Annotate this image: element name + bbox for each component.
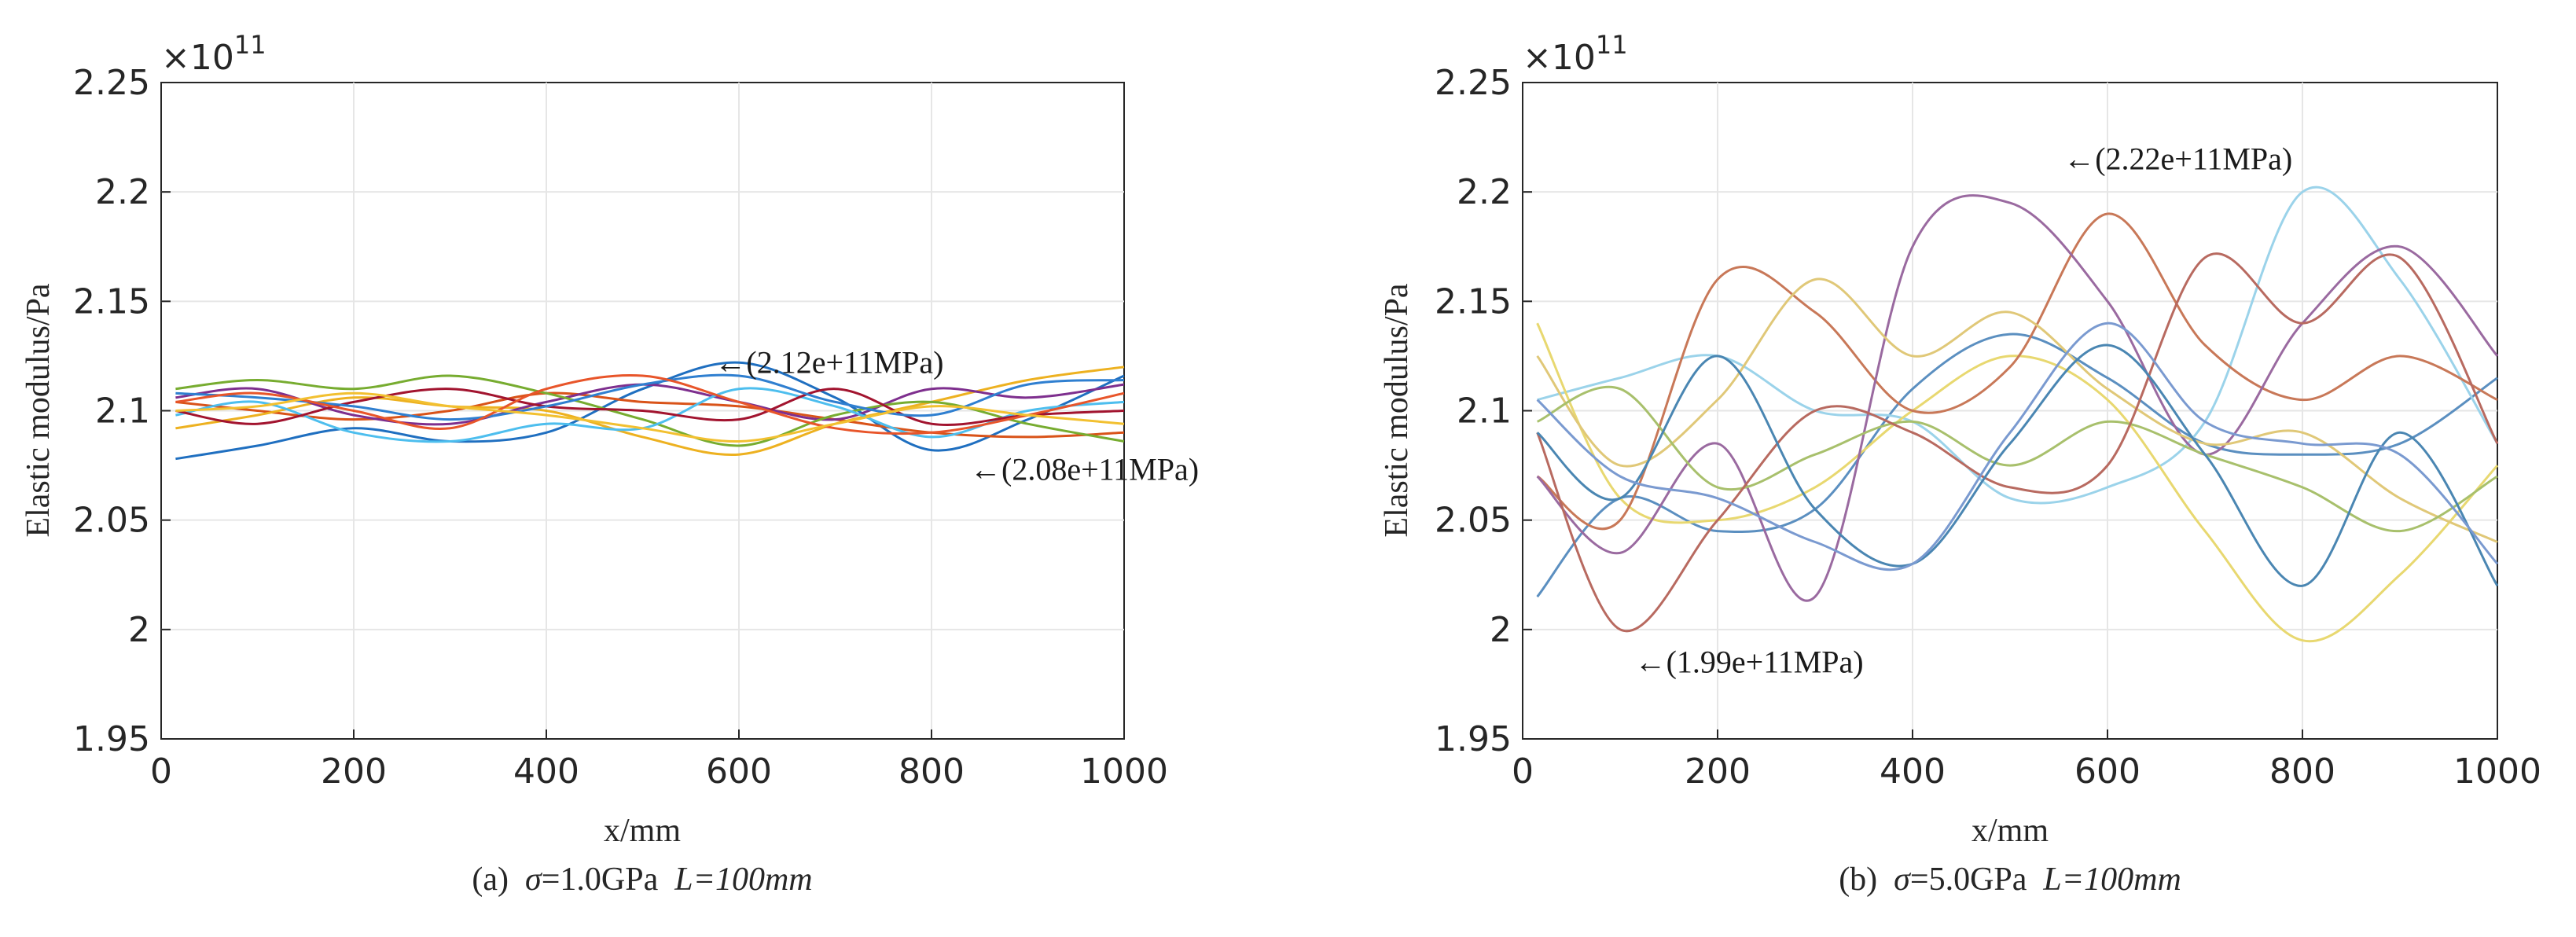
series-line-3: [175, 366, 1125, 457]
chart-a-y-axis-label: Elastic modulus/Pa: [20, 283, 57, 538]
y-tick-label: 2.1: [95, 391, 150, 432]
chart-b-series: [1536, 186, 2499, 643]
annotation-label: ←(2.22e+11MPa): [2063, 141, 2292, 176]
y-tick-label: 1.95: [1435, 719, 1512, 759]
series-line-7: [1536, 385, 2498, 533]
chart-b-annotations: ←(2.22e+11MPa) ←(1.99e+11MPa): [1635, 141, 2293, 679]
annotation-label: ←(2.12e+11MPa): [715, 344, 943, 380]
y-tick-label: 2.15: [1435, 281, 1512, 322]
chart-a-exponent: ×1011: [161, 30, 266, 78]
chart-a-annotations: ←(2.12e+11MPa) ←(2.08e+11MPa): [715, 344, 1199, 487]
y-tick-label: 2: [128, 610, 150, 650]
x-tick-label: 0: [150, 751, 172, 792]
chart-b: 1.95 2 2.05 2.1 2.15 2.2 2.25 0 200 400 600 800 100…: [1379, 30, 2541, 898]
series-line-10: [1536, 322, 2499, 571]
y-tick-label: 2.15: [73, 281, 150, 322]
chart-a-series: [175, 361, 1125, 461]
x-tick-label: 0: [1512, 751, 1534, 792]
x-tick-label: 800: [2269, 751, 2335, 792]
y-tick-label: 2.2: [1457, 172, 1512, 212]
chart-b-y-ticks: 1.95 2 2.05 2.1 2.15 2.2 2.25: [1435, 63, 1532, 759]
chart-a-caption: (a) σ=1.0GPa L=100mm: [472, 862, 812, 898]
chart-b-y-axis-label: Elastic modulus/Pa: [1379, 283, 1415, 538]
series-line-6: [1536, 277, 2498, 543]
chart-a: 1.95 2 2.05 2.1 2.15 2.2 2.25 0 200 400 600 800 100…: [20, 30, 1199, 898]
y-tick-label: 2.05: [1435, 501, 1512, 541]
x-tick-label: 600: [706, 751, 772, 792]
series-line-9: [175, 373, 1125, 435]
x-tick-label: 800: [898, 751, 965, 792]
y-tick-label: 2.25: [1435, 63, 1512, 103]
x-tick-label: 600: [2074, 751, 2141, 792]
series-line-4: [1536, 212, 2498, 531]
series-line-2: [175, 391, 1125, 439]
chart-b-exponent: ×1011: [1523, 30, 1628, 78]
chart-a-x-axis-label: x/mm: [604, 813, 681, 849]
y-tick-label: 1.95: [73, 719, 150, 759]
chart-b-x-ticks: 0 200 400 600 800 1000: [1512, 729, 2541, 792]
chart-b-x-axis-label: x/mm: [1972, 813, 2049, 849]
x-tick-label: 200: [1685, 751, 1751, 792]
series-line-8: [1536, 252, 2499, 633]
annotation-label: ←(1.99e+11MPa): [1635, 645, 1864, 680]
x-tick-label: 200: [321, 751, 387, 792]
y-tick-label: 2.05: [73, 501, 150, 541]
chart-a-x-ticks: 0 200 400 600 800 1000: [150, 729, 1168, 792]
chart-a-y-ticks: 1.95 2 2.05 2.1 2.15 2.2 2.25: [73, 63, 171, 759]
x-tick-label: 1000: [1080, 751, 1168, 792]
series-line-3: [1536, 322, 2499, 643]
y-tick-label: 2.2: [95, 172, 150, 212]
chart-a-grid: [161, 83, 1124, 739]
y-tick-label: 2: [1490, 610, 1512, 650]
series-line-9: [1536, 344, 2499, 587]
series-line-5: [1536, 194, 2499, 602]
y-tick-label: 2.25: [73, 63, 150, 103]
series-line-10: [175, 391, 1125, 443]
annotation-label: ←(2.08e+11MPa): [970, 452, 1199, 487]
x-tick-label: 1000: [2453, 751, 2541, 792]
series-line-7: [175, 388, 1125, 427]
series-line-1: [1536, 333, 2498, 598]
series-line-1: [175, 361, 1125, 461]
y-tick-label: 2.1: [1457, 391, 1512, 432]
x-tick-label: 400: [513, 751, 579, 792]
x-tick-label: 400: [1880, 751, 1946, 792]
chart-b-caption: (b) σ=5.0GPa L=100mm: [1839, 862, 2181, 898]
